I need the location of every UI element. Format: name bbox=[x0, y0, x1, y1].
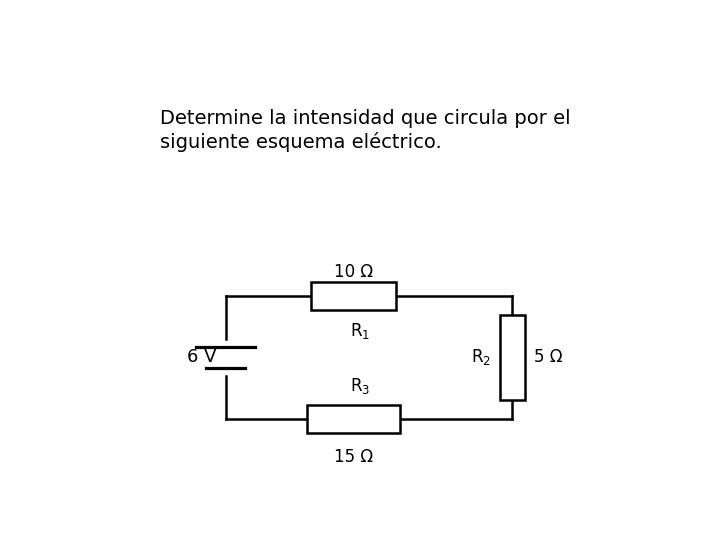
Text: R$_2$: R$_2$ bbox=[471, 347, 490, 367]
Text: 10 Ω: 10 Ω bbox=[334, 262, 373, 281]
Bar bbox=[500, 315, 525, 400]
Text: 6 V: 6 V bbox=[186, 348, 216, 367]
Text: Determine la intensidad que circula por el: Determine la intensidad que circula por … bbox=[160, 109, 570, 127]
Text: 5 Ω: 5 Ω bbox=[534, 348, 562, 367]
Text: R$_3$: R$_3$ bbox=[350, 376, 370, 396]
Text: 15 Ω: 15 Ω bbox=[334, 448, 373, 466]
Bar bbox=[311, 282, 396, 309]
Text: siguiente esquema eléctrico.: siguiente esquema eléctrico. bbox=[160, 132, 441, 152]
Bar bbox=[307, 405, 400, 433]
Text: R$_1$: R$_1$ bbox=[350, 321, 370, 341]
